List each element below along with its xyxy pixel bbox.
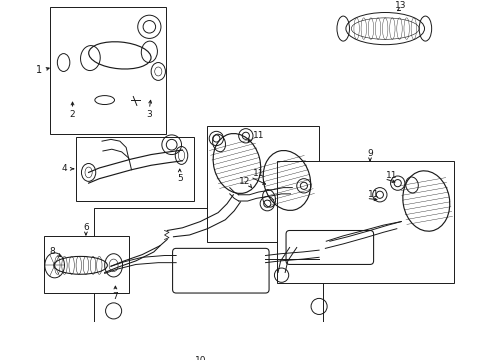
Text: 5: 5 [177, 174, 182, 183]
Bar [207, 126, 319, 242]
Text: 3: 3 [146, 110, 152, 119]
Bar [277, 161, 453, 283]
Text: 11: 11 [367, 190, 379, 199]
Text: 7: 7 [112, 292, 118, 301]
Text: 2: 2 [70, 110, 75, 119]
Bar [76, 137, 194, 201]
Text: 1: 1 [36, 65, 41, 75]
Text: 4: 4 [61, 165, 67, 174]
Text: 11: 11 [386, 171, 397, 180]
Text: 8: 8 [50, 247, 56, 256]
Bar [50, 7, 166, 134]
Text: 12: 12 [239, 177, 250, 186]
Text: 11: 11 [252, 169, 264, 178]
Bar [94, 208, 322, 355]
Text: 13: 13 [394, 1, 406, 10]
Bar [44, 236, 128, 293]
Text: 6: 6 [83, 223, 89, 232]
Text: 10: 10 [195, 356, 206, 360]
Text: 9: 9 [366, 149, 372, 158]
Text: 11: 11 [252, 131, 264, 140]
